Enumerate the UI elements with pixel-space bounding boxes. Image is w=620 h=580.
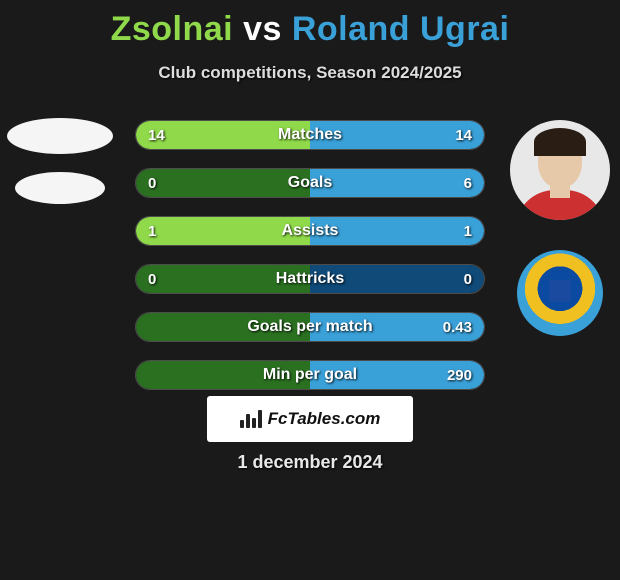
player1-club-placeholder (15, 172, 105, 204)
right-player-column (500, 120, 620, 336)
player2-club-crest (517, 250, 603, 336)
stat-value-right: 290 (447, 361, 472, 389)
source-badge: FcTables.com (207, 396, 413, 442)
stat-value-right: 1 (464, 217, 472, 245)
stat-value-right: 14 (455, 121, 472, 149)
stat-label: Matches (136, 121, 484, 149)
stat-row: 0Hattricks0 (135, 264, 485, 294)
subtitle: Club competitions, Season 2024/2025 (0, 63, 620, 83)
stat-row: 0Goals6 (135, 168, 485, 198)
stat-label: Min per goal (136, 361, 484, 389)
comparison-title: Zsolnai vs Roland Ugrai (0, 0, 620, 49)
player2-name: Roland Ugrai (292, 10, 510, 48)
footer-date: 1 december 2024 (0, 452, 620, 473)
bar-chart-icon (240, 410, 262, 428)
player1-avatar-placeholder (7, 118, 113, 154)
left-player-column (0, 118, 120, 204)
stat-label: Goals (136, 169, 484, 197)
vs-text: vs (243, 10, 282, 48)
stats-list: 14Matches140Goals61Assists10Hattricks0Go… (135, 120, 485, 390)
brand-text: FcTables.com (268, 409, 381, 429)
stat-value-right: 0 (464, 265, 472, 293)
stat-value-right: 6 (464, 169, 472, 197)
stat-label: Goals per match (136, 313, 484, 341)
stat-value-right: 0.43 (443, 313, 472, 341)
player1-name: Zsolnai (111, 10, 234, 48)
stat-label: Assists (136, 217, 484, 245)
stat-row: Goals per match0.43 (135, 312, 485, 342)
player2-avatar (510, 120, 610, 220)
stat-row: Min per goal290 (135, 360, 485, 390)
stat-label: Hattricks (136, 265, 484, 293)
stat-row: 14Matches14 (135, 120, 485, 150)
stat-row: 1Assists1 (135, 216, 485, 246)
